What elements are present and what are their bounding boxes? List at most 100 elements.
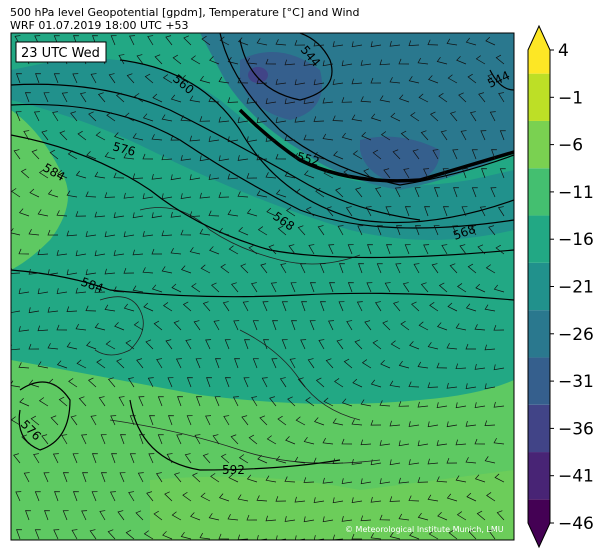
wind-barb: [208, 210, 220, 217]
wind-barb: [429, 302, 439, 312]
wind-barb: [275, 189, 287, 198]
wind-barb: [322, 477, 334, 484]
wind-barb: [257, 226, 268, 236]
wind-barb: [52, 111, 59, 122]
wind-barb: [417, 440, 429, 447]
wind-barb: [105, 340, 116, 350]
wind-barb: [304, 170, 315, 179]
wind-barb: [494, 473, 505, 483]
wind-barb: [314, 417, 325, 426]
wind-barb: [66, 269, 78, 276]
wind-barb: [232, 396, 239, 407]
wind-barb: [33, 453, 40, 464]
wind-barb: [91, 491, 98, 502]
wind-barb: [43, 472, 50, 483]
wind-barb: [351, 41, 363, 48]
wind-barb: [199, 75, 211, 84]
wind-barb: [452, 149, 459, 160]
contour-label: 592: [222, 463, 245, 477]
wind-barb: [403, 168, 410, 179]
wind-barb: [106, 111, 116, 122]
wind-barb: [94, 171, 106, 179]
wind-barb: [161, 154, 173, 161]
wind-barb: [446, 382, 458, 389]
wind-barb: [123, 268, 135, 274]
wind-barb: [77, 130, 87, 141]
wind-barb: [195, 358, 202, 369]
wind-barb: [285, 436, 296, 445]
wind-barb: [166, 453, 173, 464]
wind-barb: [237, 155, 249, 161]
wind-barb: [180, 531, 192, 540]
wind-barb: [256, 535, 268, 540]
wind-barb: [277, 415, 287, 426]
wind-barb: [259, 415, 268, 426]
contour-568-west: [11, 83, 421, 221]
wind-barb: [152, 93, 163, 103]
wind-barb: [465, 303, 477, 312]
wind-barb: [37, 288, 49, 295]
wind-barb: [218, 116, 230, 123]
wind-barb: [341, 478, 353, 485]
wind-barb: [62, 472, 69, 483]
wind-barb: [129, 35, 135, 46]
wind-barb: [157, 396, 164, 407]
wind-barb: [474, 438, 486, 445]
wind-barb: [431, 263, 439, 274]
wind-barb: [180, 115, 192, 122]
wind-barb: [15, 111, 22, 122]
wind-barb: [467, 263, 477, 274]
wind-barb: [123, 231, 135, 238]
wind-barb: [341, 516, 353, 522]
wind-barb: [142, 193, 154, 200]
wind-barb: [68, 378, 78, 388]
wind-barb: [190, 512, 201, 521]
wind-barb: [162, 74, 173, 84]
wind-barb: [172, 54, 182, 65]
wind-barb: [124, 112, 135, 122]
wind-barb: [420, 130, 429, 141]
wind-barb: [170, 174, 182, 181]
wind-barb: [132, 285, 144, 293]
wind-barb: [34, 491, 41, 502]
wind-barb: [189, 95, 201, 103]
wind-barb: [170, 94, 182, 103]
wind-barb: [284, 516, 296, 522]
wind-barb: [478, 92, 486, 103]
wind-barb: [332, 79, 344, 85]
colorbar-segment: [528, 310, 550, 358]
wind-barb: [18, 362, 30, 369]
wind-barb: [18, 208, 30, 217]
wind-barb: [465, 457, 477, 464]
wind-barb: [429, 111, 439, 122]
wind-barb: [34, 529, 41, 540]
wind-barb: [413, 263, 420, 274]
wind-barb: [262, 301, 269, 312]
wind-barb: [372, 149, 382, 160]
wind-barb: [113, 250, 125, 256]
wind-barb: [465, 343, 477, 350]
wind-barb: [117, 510, 125, 521]
wind-barb: [295, 416, 306, 426]
wind-barb: [100, 472, 107, 483]
wind-barb: [376, 263, 383, 274]
wind-barb: [436, 476, 448, 483]
wind-barb: [57, 169, 68, 179]
wind-barb: [238, 227, 249, 236]
wind-barb: [495, 54, 505, 65]
wind-barb: [389, 380, 401, 388]
wind-barb: [90, 73, 97, 84]
wind-barb: [442, 206, 449, 217]
colorbar-tick-label: −6: [558, 136, 583, 156]
wind-barb: [142, 267, 154, 274]
wind-barb: [440, 130, 448, 141]
wind-barb: [480, 130, 487, 141]
wind-barb: [23, 130, 30, 141]
wind-barb: [75, 211, 87, 217]
wind-barb: [151, 173, 163, 180]
wind-barb: [291, 320, 297, 331]
wind-barb: [336, 339, 344, 350]
wind-barb: [449, 263, 458, 274]
